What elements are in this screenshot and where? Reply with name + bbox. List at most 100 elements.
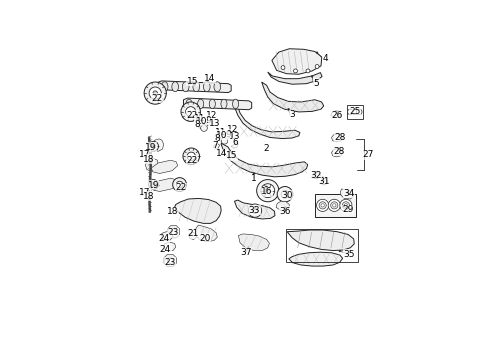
- Polygon shape: [183, 98, 252, 110]
- Polygon shape: [341, 189, 354, 199]
- Polygon shape: [313, 172, 320, 179]
- Circle shape: [339, 133, 340, 135]
- Text: 3: 3: [289, 110, 295, 119]
- Text: 19: 19: [147, 181, 159, 190]
- Text: 9: 9: [206, 116, 211, 125]
- Text: 17: 17: [139, 188, 150, 197]
- Text: 17: 17: [139, 150, 150, 159]
- Text: 37: 37: [240, 248, 251, 257]
- Circle shape: [204, 120, 210, 126]
- Circle shape: [186, 107, 196, 117]
- Circle shape: [284, 207, 286, 208]
- Bar: [347, 105, 363, 118]
- Text: 9: 9: [225, 130, 231, 139]
- Ellipse shape: [186, 99, 192, 109]
- Polygon shape: [168, 226, 180, 238]
- Circle shape: [149, 87, 161, 99]
- Text: 18: 18: [143, 154, 154, 163]
- Circle shape: [153, 91, 157, 95]
- Text: 32: 32: [311, 171, 322, 180]
- Ellipse shape: [203, 82, 210, 92]
- Text: 20: 20: [199, 234, 211, 243]
- Circle shape: [176, 181, 183, 188]
- Text: 2: 2: [264, 144, 269, 153]
- Circle shape: [219, 135, 225, 141]
- Circle shape: [281, 190, 289, 198]
- Polygon shape: [157, 81, 231, 93]
- Circle shape: [207, 81, 209, 82]
- Circle shape: [201, 125, 207, 131]
- Text: 36: 36: [279, 207, 291, 216]
- Circle shape: [347, 109, 353, 115]
- Polygon shape: [206, 120, 212, 125]
- Circle shape: [339, 250, 341, 252]
- Circle shape: [151, 144, 156, 149]
- Circle shape: [187, 152, 196, 161]
- Ellipse shape: [214, 82, 220, 92]
- Text: 8: 8: [215, 134, 220, 143]
- Text: 10: 10: [216, 131, 227, 140]
- Polygon shape: [189, 232, 197, 239]
- Text: 14: 14: [204, 74, 215, 83]
- Circle shape: [322, 176, 323, 178]
- Circle shape: [153, 145, 154, 147]
- Circle shape: [317, 199, 329, 211]
- Circle shape: [194, 84, 196, 86]
- Text: 29: 29: [342, 205, 353, 214]
- Circle shape: [288, 108, 290, 110]
- Circle shape: [356, 109, 362, 115]
- Circle shape: [198, 122, 204, 129]
- Bar: [286, 229, 358, 262]
- Circle shape: [319, 202, 326, 209]
- Polygon shape: [151, 178, 178, 192]
- Text: 26: 26: [331, 111, 343, 120]
- Text: 21: 21: [188, 229, 199, 238]
- Text: 27: 27: [362, 150, 373, 159]
- Text: 28: 28: [334, 147, 345, 156]
- Circle shape: [277, 186, 293, 202]
- Circle shape: [347, 192, 348, 193]
- Polygon shape: [321, 179, 328, 185]
- Circle shape: [265, 188, 270, 193]
- Text: 28: 28: [334, 133, 345, 142]
- Circle shape: [148, 141, 159, 151]
- Polygon shape: [164, 255, 176, 267]
- Polygon shape: [289, 252, 343, 266]
- Text: 7: 7: [212, 141, 218, 150]
- Circle shape: [306, 69, 310, 73]
- Polygon shape: [287, 230, 354, 251]
- Polygon shape: [272, 49, 322, 74]
- Circle shape: [153, 183, 154, 185]
- Text: 4: 4: [322, 54, 328, 63]
- Polygon shape: [332, 134, 343, 142]
- Circle shape: [343, 202, 349, 209]
- Text: 10: 10: [196, 117, 207, 126]
- Circle shape: [333, 204, 336, 207]
- Polygon shape: [153, 139, 164, 151]
- Text: 13: 13: [229, 132, 240, 141]
- Text: 6: 6: [233, 139, 239, 148]
- Circle shape: [331, 202, 338, 209]
- Polygon shape: [235, 107, 300, 139]
- Circle shape: [257, 180, 279, 202]
- Text: 24: 24: [158, 234, 170, 243]
- Text: 24: 24: [160, 245, 171, 254]
- Text: 25: 25: [350, 107, 361, 116]
- Polygon shape: [232, 143, 238, 148]
- Polygon shape: [195, 225, 217, 242]
- Text: 18: 18: [167, 207, 178, 216]
- Circle shape: [144, 82, 166, 104]
- Circle shape: [343, 205, 344, 207]
- Text: 14: 14: [216, 149, 227, 158]
- Ellipse shape: [233, 99, 239, 109]
- Circle shape: [195, 119, 202, 126]
- Ellipse shape: [182, 82, 189, 92]
- Ellipse shape: [221, 99, 227, 109]
- Circle shape: [294, 69, 297, 73]
- Polygon shape: [214, 144, 220, 149]
- Circle shape: [328, 199, 341, 211]
- Text: 1: 1: [251, 174, 257, 183]
- Polygon shape: [332, 149, 343, 157]
- Circle shape: [247, 247, 249, 249]
- Circle shape: [216, 132, 222, 139]
